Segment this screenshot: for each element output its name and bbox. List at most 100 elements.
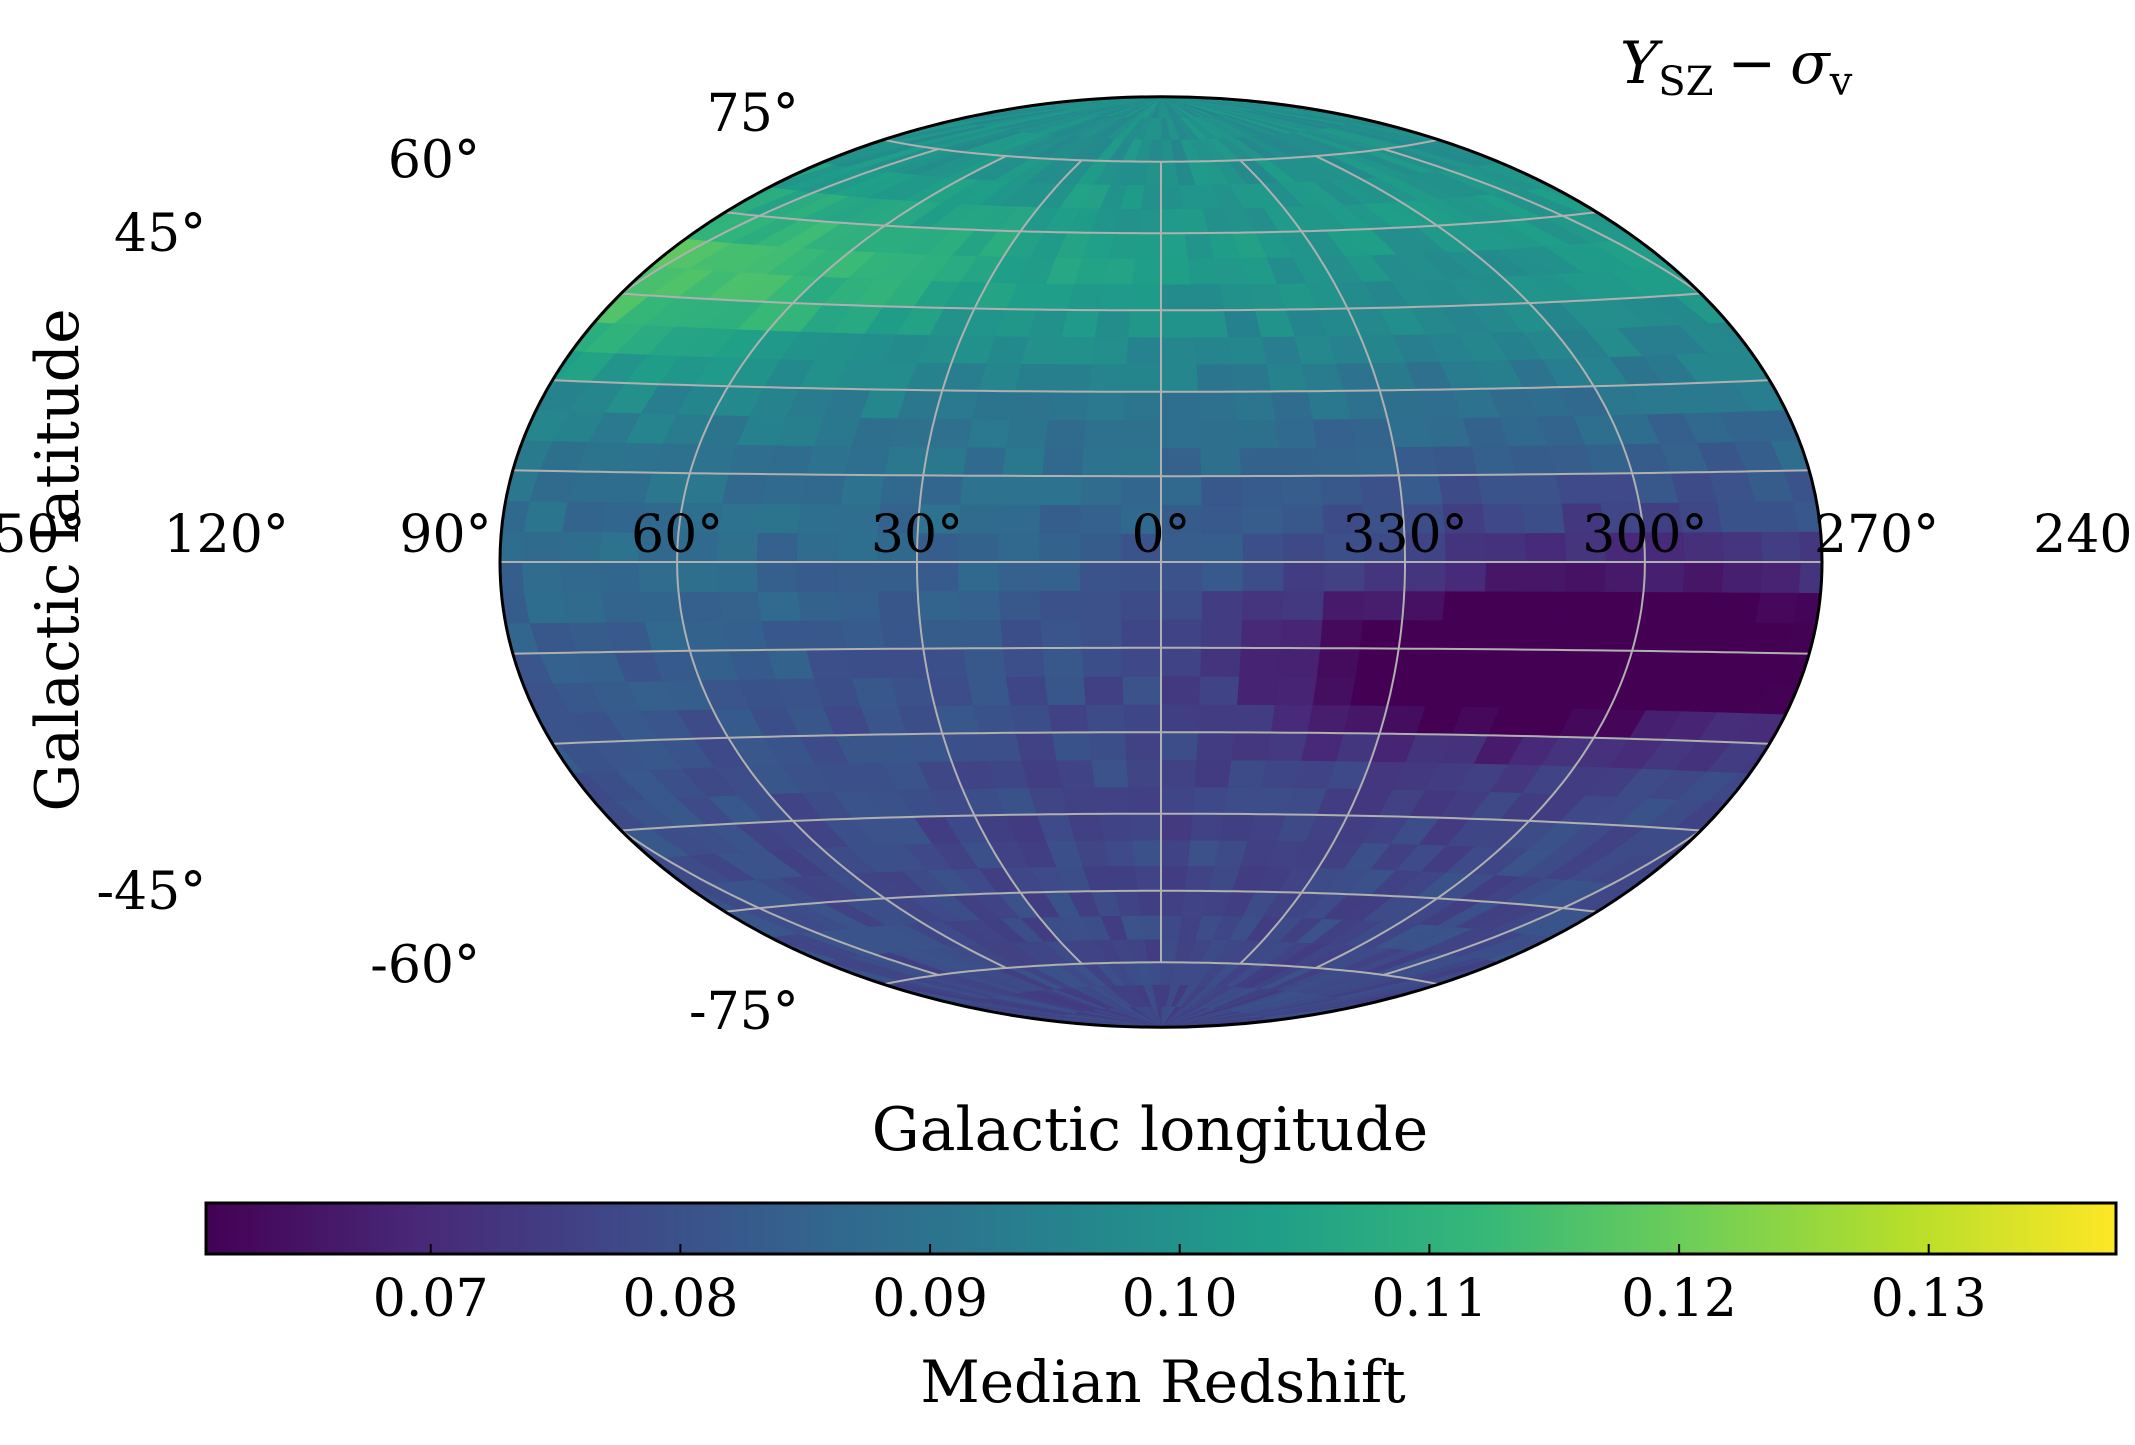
heatmap-cell xyxy=(1570,142,1674,166)
heatmap-cell xyxy=(1703,903,1796,932)
heatmap-cell xyxy=(1904,270,1983,302)
heatmap-cell xyxy=(707,944,800,969)
heatmap-cell xyxy=(170,461,220,496)
heatmap-cell xyxy=(1306,704,1351,734)
heatmap-cell xyxy=(1005,418,1048,449)
heatmap-cell xyxy=(300,368,363,401)
heatmap-cell xyxy=(1553,148,1652,172)
heatmap-cell xyxy=(820,1005,935,1019)
heatmap-cell xyxy=(1227,336,1267,365)
heatmap-cell xyxy=(1981,432,2035,465)
heatmap-cell xyxy=(363,819,441,851)
heatmap-cell xyxy=(836,590,881,621)
heatmap-cell xyxy=(1050,731,1092,761)
heatmap-cell xyxy=(817,103,934,116)
heatmap-cell xyxy=(238,627,287,661)
heatmap-cell xyxy=(2030,843,2119,877)
heatmap-cell xyxy=(1903,861,1991,892)
heatmap-cell xyxy=(2048,243,2135,277)
longitude-tick-label: 60° xyxy=(631,505,723,565)
heatmap-cell xyxy=(2111,316,2135,352)
heatmap-cell xyxy=(499,182,575,211)
heatmap-cell xyxy=(1005,675,1048,706)
heatmap-cell xyxy=(311,864,401,896)
heatmap-cell xyxy=(257,877,352,909)
colorbar-tick-label: 0.07 xyxy=(373,1269,489,1329)
heatmap-cell xyxy=(2093,562,2131,596)
heatmap-cell xyxy=(927,676,973,706)
heatmap-cell xyxy=(1857,686,1913,718)
heatmap-cell xyxy=(1533,153,1628,177)
heatmap-cell xyxy=(499,219,565,250)
heatmap-cell xyxy=(1222,786,1262,815)
heatmap-cell xyxy=(191,562,229,596)
heatmap-cell xyxy=(1120,618,1162,649)
heatmap-cell xyxy=(800,474,846,505)
heatmap-cell xyxy=(1230,363,1272,393)
heatmap-cell xyxy=(1233,704,1275,733)
heatmap-cell xyxy=(541,866,624,896)
heatmap-cell xyxy=(1671,897,1760,926)
heatmap-cell xyxy=(499,222,584,253)
heatmap-cell xyxy=(1638,930,1736,957)
heatmap-cell xyxy=(499,847,501,879)
heatmap-cell xyxy=(1137,890,1162,916)
heatmap-cell xyxy=(1687,195,1778,224)
heatmap-cell xyxy=(410,686,466,718)
heatmap-cell xyxy=(1754,500,1799,533)
heatmap-cell xyxy=(1119,590,1162,620)
heatmap-cell xyxy=(499,623,503,656)
heatmap-cell xyxy=(1857,277,1933,308)
heatmap-cell xyxy=(1481,590,1526,621)
heatmap-cell xyxy=(2111,772,2135,808)
heatmap-cell xyxy=(1905,593,1949,625)
heatmap-cell xyxy=(209,695,269,729)
heatmap-cell xyxy=(1560,590,1605,622)
latitude-tick-label: -45° xyxy=(96,862,206,922)
heatmap-cell xyxy=(219,661,274,695)
heatmap-cell xyxy=(1260,759,1302,789)
heatmap-cell xyxy=(1880,308,1951,340)
heatmap-cell xyxy=(126,596,170,631)
heatmap-cell xyxy=(1893,625,1941,657)
heatmap-cell xyxy=(721,473,768,504)
heatmap-cell xyxy=(966,676,1011,706)
heatmap-cell xyxy=(1160,208,1185,234)
heatmap-cell xyxy=(1891,688,1948,720)
heatmap-cell xyxy=(162,320,236,355)
heatmap-cell xyxy=(1431,648,1478,679)
heatmap-cell xyxy=(2057,562,2095,595)
heatmap-cell xyxy=(1379,998,1492,1014)
heatmap-cell xyxy=(499,286,569,318)
parallel-line xyxy=(499,328,1823,393)
parallel-line xyxy=(499,812,1823,892)
heatmap-cell xyxy=(1279,618,1323,649)
heatmap-cell xyxy=(2103,461,2135,496)
heatmap-cell xyxy=(1201,561,1244,592)
heatmap-cell xyxy=(1754,591,1799,624)
heatmap-cell xyxy=(1798,561,1823,594)
heatmap-cell xyxy=(499,775,556,808)
heatmap-cell xyxy=(1129,813,1162,841)
heatmap-cell xyxy=(1500,112,1615,129)
heatmap-cell xyxy=(581,894,668,923)
heatmap-cell xyxy=(1316,446,1360,477)
heatmap-cell xyxy=(389,277,465,308)
heatmap-cell xyxy=(186,427,241,462)
heatmap-cell xyxy=(1363,561,1406,592)
heatmap-cell xyxy=(1300,362,1344,392)
heatmap-cell xyxy=(400,782,470,814)
heatmap-cell xyxy=(122,562,159,597)
heatmap-cell xyxy=(1922,337,1989,370)
heatmap-cell xyxy=(1754,838,1823,870)
heatmap-cell xyxy=(1094,309,1131,338)
heatmap-cell xyxy=(1947,434,2000,467)
heatmap-cell xyxy=(2049,729,2115,763)
heatmap-cell xyxy=(879,474,924,505)
heatmap-cell xyxy=(1160,675,1201,705)
heatmap-cell xyxy=(1376,996,1488,1013)
heatmap-cell xyxy=(1265,363,1308,392)
heatmap-cell xyxy=(1084,391,1125,421)
heatmap-cell xyxy=(1014,732,1057,761)
heatmap-cell xyxy=(1189,283,1224,311)
